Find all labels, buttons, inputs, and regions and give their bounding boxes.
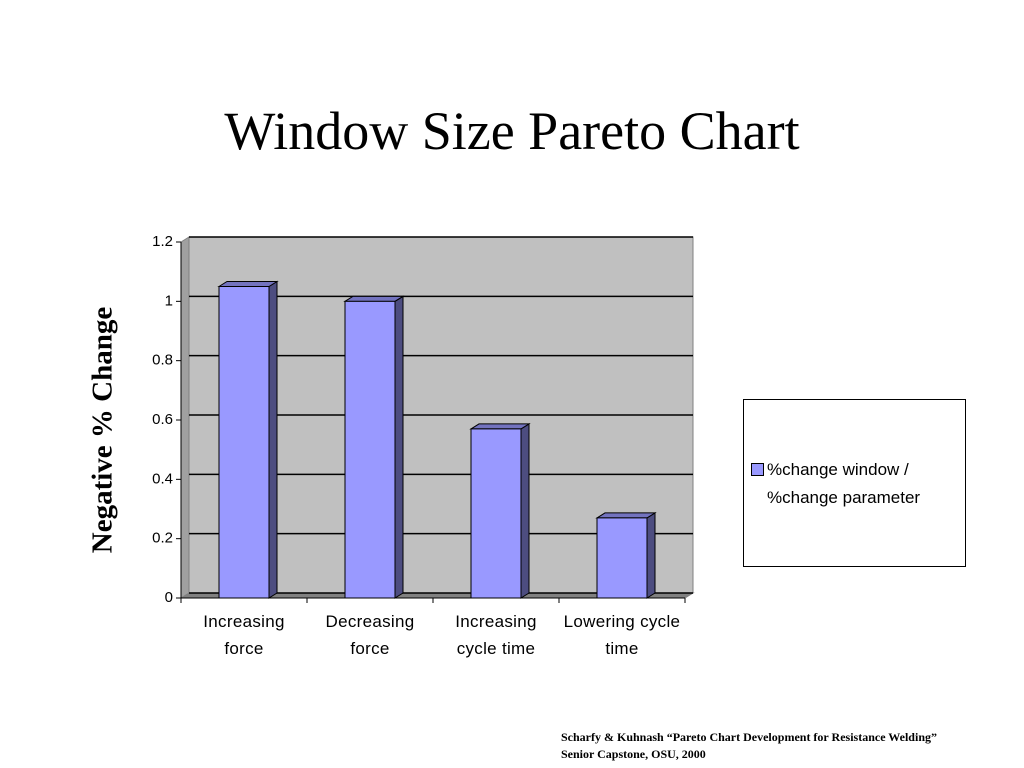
bar-side (268, 280, 278, 599)
y-tick-label: 0.4 (152, 470, 173, 487)
bar-side (394, 295, 404, 599)
chart-title: Window Size Pareto Chart (224, 101, 800, 161)
y-tick-label: 0 (165, 589, 173, 606)
x-tick-label: Decreasing force (325, 612, 415, 658)
bar-side (646, 511, 656, 599)
bar (470, 428, 522, 599)
footnote-line: Senior Capstone, OSU, 2000 (561, 747, 706, 761)
bar (218, 286, 270, 599)
legend-swatch (751, 463, 764, 476)
bar-top (469, 423, 531, 430)
y-tick-label: 1.2 (152, 233, 173, 250)
x-tick-label: Lowering cycle time (563, 612, 681, 658)
plot-side-wall (180, 236, 190, 599)
footnote-line: Scharfy & Kuhnash “Pareto Chart Developm… (561, 730, 937, 744)
y-tick-label: 0.8 (152, 352, 173, 369)
legend-label: %change window / %change parameter (767, 460, 921, 507)
y-tick-label: 0.6 (152, 411, 173, 428)
bar (344, 300, 396, 599)
legend: %change window / %change parameter (743, 399, 966, 567)
bar (596, 517, 648, 599)
bar-side (520, 422, 530, 599)
bar-top (217, 281, 279, 287)
bar-top (343, 295, 405, 302)
y-tick-label: 1 (165, 292, 173, 309)
footnote: Scharfy & Kuhnash “Pareto Chart Developm… (561, 729, 937, 763)
bar-top (595, 512, 657, 519)
x-tick-label: Increasing force (203, 612, 285, 658)
x-tick-label: Increasing cycle time (455, 612, 537, 658)
y-tick-label: 0.2 (152, 530, 173, 547)
